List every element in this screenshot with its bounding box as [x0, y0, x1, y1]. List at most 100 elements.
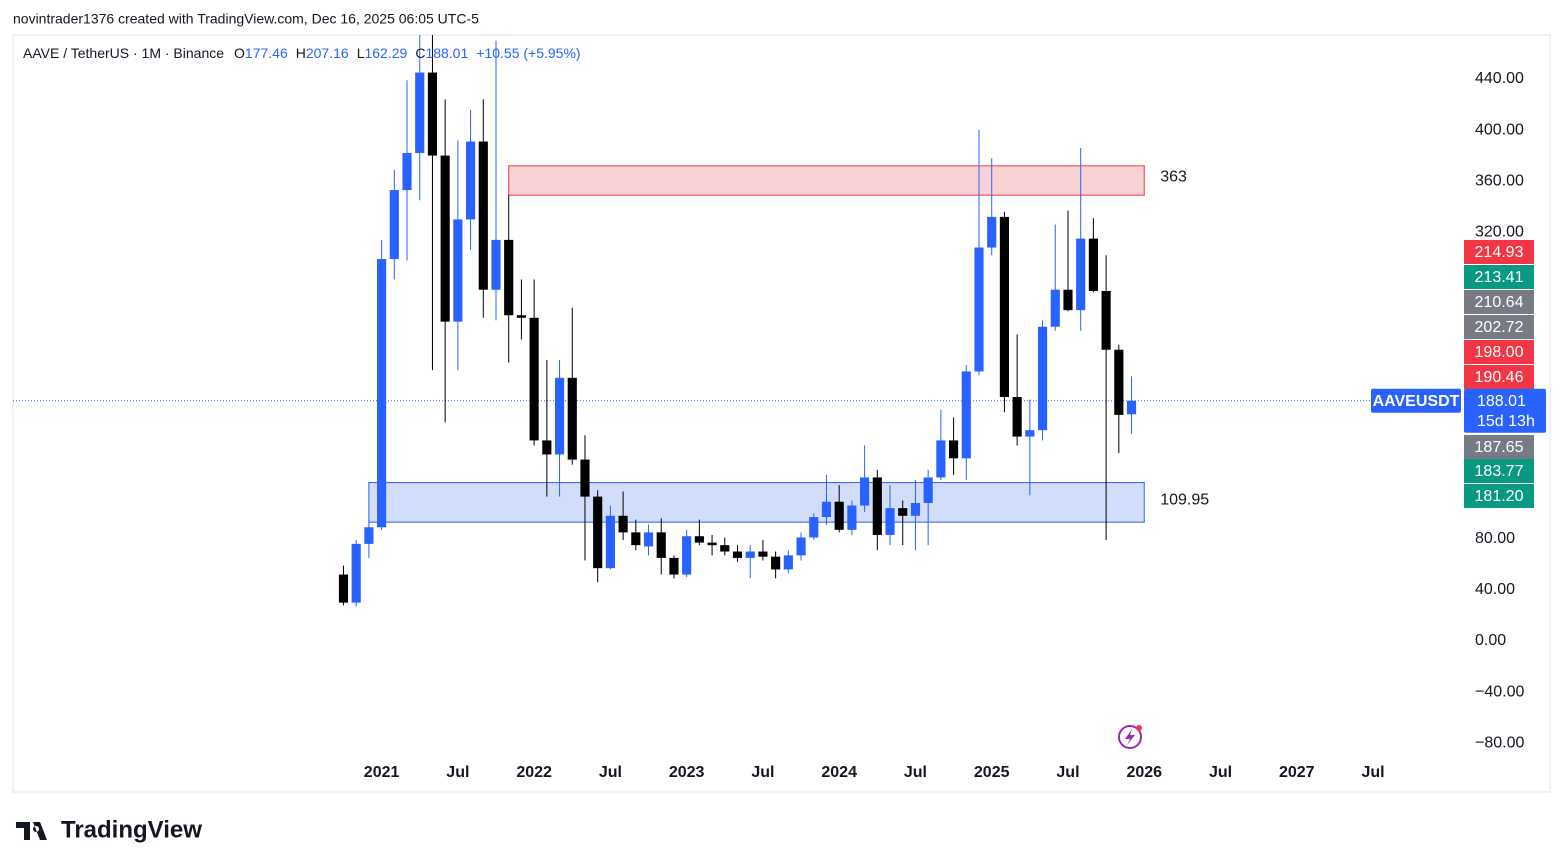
candle-body: [351, 543, 361, 603]
zone: [508, 165, 1145, 196]
candle-body: [1088, 238, 1098, 291]
price-label: 187.65: [1475, 439, 1524, 456]
y-tick-label: −80.00: [1475, 734, 1524, 751]
candle-body: [694, 536, 704, 543]
candle-body: [961, 371, 971, 459]
candle-body: [923, 477, 933, 504]
candle-body: [758, 551, 768, 557]
candle-body: [491, 239, 501, 290]
countdown: 15d 13h: [1477, 413, 1535, 430]
candle-body: [1101, 290, 1111, 350]
price-label-box: [1464, 484, 1534, 508]
logo-text: TradingView: [61, 816, 202, 843]
candle-body: [809, 517, 819, 538]
candle-body: [605, 515, 615, 569]
legend-value: 207.16: [306, 45, 349, 61]
candle-body: [834, 501, 844, 530]
candle-body: [529, 317, 539, 441]
x-tick-label: Jul: [1361, 764, 1384, 781]
candle-body: [466, 141, 476, 220]
last-price: 188.01: [1477, 393, 1526, 410]
candle-body: [987, 216, 997, 248]
zone-label: 109.95: [1160, 492, 1209, 509]
candle-body: [440, 155, 450, 322]
legend-change: +10.55 (+5.95%): [476, 45, 580, 61]
candle-body: [478, 141, 488, 290]
y-tick-label: 0.00: [1475, 632, 1506, 649]
candle-body: [593, 496, 603, 569]
candle-body: [732, 551, 743, 558]
x-tick-label: Jul: [599, 764, 622, 781]
candle-body: [999, 216, 1009, 397]
symbol-badge: AAVEUSDT: [1373, 393, 1460, 410]
candle-body: [783, 555, 793, 570]
price-label: 210.64: [1475, 294, 1524, 311]
x-tick-label: Jul: [446, 764, 469, 781]
price-label-box: [1464, 290, 1534, 314]
x-tick-label: 2024: [821, 764, 857, 781]
candle-body: [364, 527, 374, 544]
candle-body: [682, 536, 692, 575]
candle-body: [1037, 326, 1048, 431]
header: novintrader1376 created with TradingView…: [13, 11, 479, 27]
symbol-badge-box: [1371, 388, 1461, 413]
candle-body: [821, 501, 832, 518]
candle-body: [936, 440, 946, 478]
legend-value: 188.01: [425, 45, 468, 61]
candle-body: [567, 377, 577, 460]
candle-body: [847, 505, 857, 530]
candle-body: [427, 72, 438, 156]
candle-body: [618, 515, 628, 533]
candle-body: [707, 542, 717, 546]
price-label: 198.00: [1475, 344, 1524, 361]
candle-body: [402, 153, 412, 191]
candle-body: [631, 532, 641, 546]
y-tick-label: 440.00: [1475, 70, 1524, 87]
candle-body: [872, 477, 882, 535]
price-label: 214.93: [1475, 244, 1524, 261]
lightning-icon: [1118, 725, 1142, 749]
x-tick-label: 2028: [1431, 764, 1467, 781]
candle-body: [389, 190, 399, 260]
candle-body: [949, 440, 959, 459]
price-label-box: [1464, 265, 1534, 289]
candle-body: [669, 557, 679, 575]
price-label: 190.46: [1475, 369, 1524, 386]
candle-body: [910, 503, 921, 516]
plot-area: [13, 35, 1462, 607]
x-tick-label: Jul: [751, 764, 774, 781]
candle-body: [415, 72, 425, 154]
legend-key: C: [415, 45, 425, 61]
zone-label: 363: [1160, 169, 1187, 186]
legend-key: O: [234, 45, 245, 61]
legend-value: 162.29: [364, 45, 407, 61]
candle-body: [720, 545, 730, 552]
last-price-box: [1464, 388, 1546, 433]
candle-body: [1076, 238, 1086, 311]
candle-body: [643, 532, 654, 547]
candle-body: [1050, 289, 1060, 327]
candle-body: [516, 315, 526, 318]
candle-body: [1114, 349, 1124, 415]
legend-key: H: [296, 45, 306, 61]
candle-body: [1063, 289, 1073, 311]
candle-body: [860, 477, 870, 506]
price-label-box: [1464, 340, 1534, 364]
logo-icon: [16, 822, 47, 840]
candle-body: [1012, 396, 1022, 437]
legend-key: L: [357, 45, 365, 61]
x-tick-label: 2022: [516, 764, 552, 781]
candle-body: [338, 574, 349, 603]
price-label-box: [1464, 459, 1534, 483]
x-tick-label: 2021: [364, 764, 400, 781]
legend: AAVE / TetherUS · 1M · Binance O177.46 H20…: [23, 45, 581, 61]
x-tick-label: 2023: [669, 764, 705, 781]
y-tick-label: 40.00: [1475, 581, 1515, 598]
price-label: 183.77: [1475, 463, 1524, 480]
candle-body: [771, 556, 781, 570]
candle-body: [885, 508, 895, 535]
x-tick-label: 2025: [974, 764, 1010, 781]
candle-body: [542, 440, 552, 455]
price-label-box: [1464, 315, 1534, 339]
